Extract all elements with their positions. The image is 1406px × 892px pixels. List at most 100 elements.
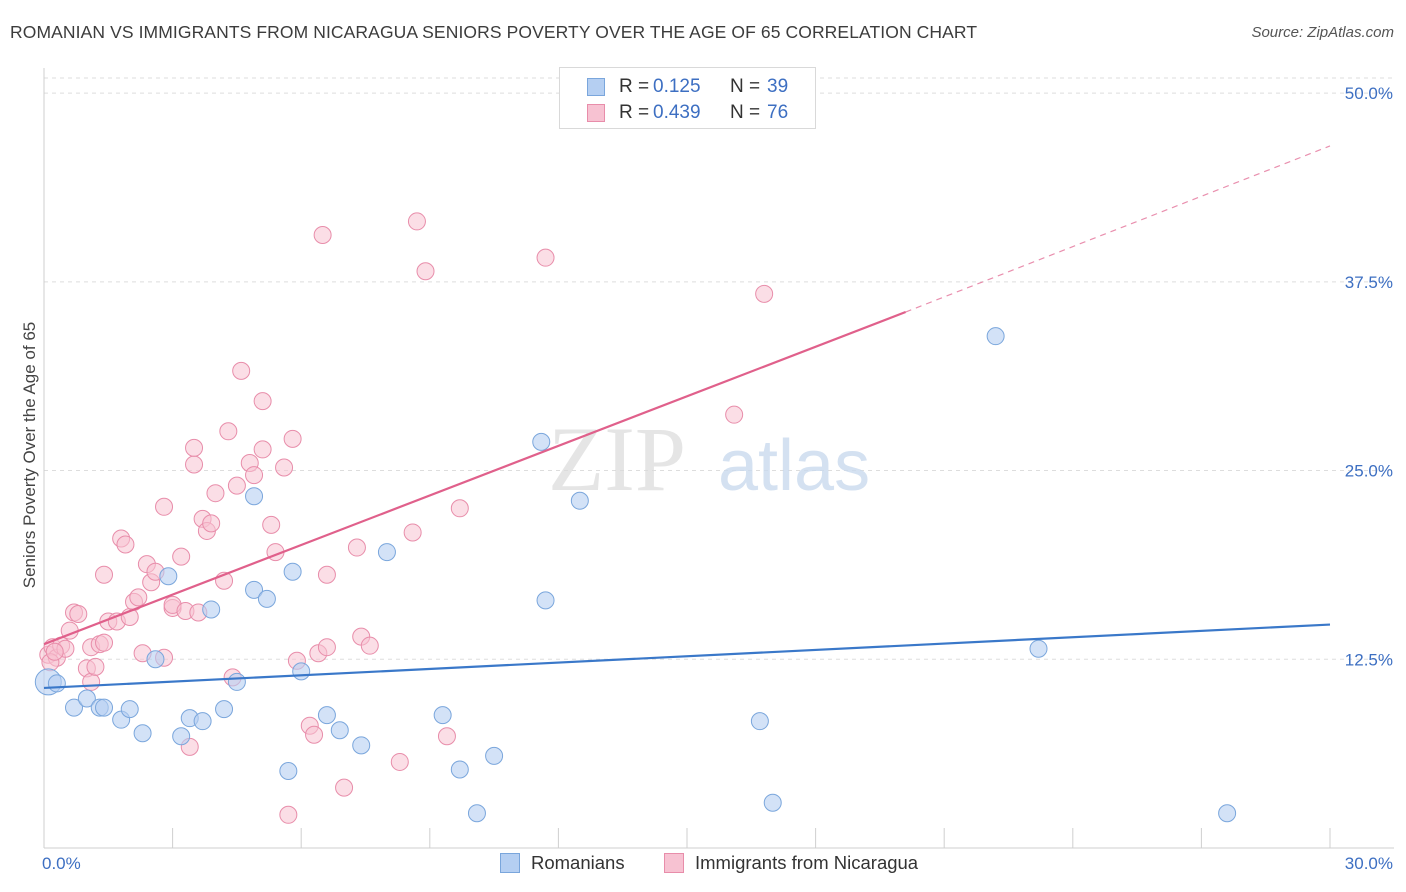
tick-labels: 12.5% 25.0% 37.5% 50.0% 0.0% 30.0% Seniors Pov…	[20, 84, 1393, 873]
data-point-nicaragua	[335, 778, 354, 797]
data-point-nicaragua	[206, 484, 225, 503]
data-point-romanians	[317, 706, 336, 725]
x-tick-label: 0.0%	[42, 854, 81, 873]
data-point-romanians	[120, 700, 139, 719]
data-point-nicaragua	[95, 633, 114, 652]
trend-line-romanians	[43, 623, 1331, 690]
data-point-nicaragua	[232, 361, 251, 380]
data-point-romanians	[283, 562, 302, 581]
axes	[43, 68, 1394, 849]
data-point-nicaragua	[305, 725, 324, 744]
data-point-nicaragua	[155, 497, 174, 516]
data-point-nicaragua	[227, 476, 246, 495]
data-point-nicaragua	[755, 284, 774, 303]
data-point-romanians	[763, 793, 782, 812]
legend-n-label: N =	[730, 102, 761, 123]
data-point-romanians	[1029, 639, 1048, 658]
data-point-nicaragua	[536, 248, 555, 267]
data-point-romanians	[536, 591, 555, 610]
data-point-romanians	[467, 804, 486, 823]
data-point-romanians	[215, 700, 234, 719]
data-point-nicaragua	[69, 604, 88, 623]
y-tick-label: 37.5%	[1345, 273, 1393, 292]
data-point-nicaragua	[262, 515, 281, 534]
correlation-legend: R = 0.125 N = 39 R = 0.439 N = 76	[559, 67, 816, 129]
data-point-romanians	[330, 721, 349, 740]
data-point-nicaragua	[172, 547, 191, 566]
data-point-romanians	[95, 698, 114, 717]
data-point-romanians	[292, 662, 311, 681]
data-point-nicaragua	[275, 458, 294, 477]
watermark-atlas: atlas	[718, 426, 870, 506]
legend-swatch-nicaragua	[587, 104, 605, 122]
chart-source: Source: ZipAtlas.com	[1251, 24, 1394, 41]
data-point-nicaragua	[202, 514, 221, 533]
data-point-romanians	[202, 600, 221, 619]
x-tick-label: 30.0%	[1345, 854, 1393, 873]
y-tick-label: 25.0%	[1345, 462, 1393, 481]
data-point-nicaragua	[317, 565, 336, 584]
data-point-romanians	[257, 589, 276, 608]
data-point-romanians	[245, 487, 264, 506]
data-point-romanians	[193, 712, 212, 731]
legend-swatch-romanians	[500, 853, 520, 873]
data-point-nicaragua	[407, 212, 426, 231]
data-point-romanians	[65, 698, 84, 717]
chart-title: ROMANIAN VS IMMIGRANTS FROM NICARAGUA SE…	[10, 22, 978, 42]
data-point-nicaragua	[403, 523, 422, 542]
data-point-nicaragua	[219, 422, 238, 441]
data-point-romanians	[159, 567, 178, 586]
trend-lines	[43, 145, 1331, 690]
legend-r-value: 0.125	[653, 76, 701, 97]
data-point-romanians	[227, 672, 246, 691]
data-point-nicaragua	[279, 805, 298, 824]
watermark-zip: ZIP	[548, 408, 686, 510]
data-point-romanians	[450, 760, 469, 779]
data-point-nicaragua	[116, 535, 135, 554]
data-point-nicaragua	[725, 405, 744, 424]
data-point-nicaragua	[86, 657, 105, 676]
data-point-romanians	[352, 736, 371, 755]
data-point-romanians	[986, 327, 1005, 346]
data-point-romanians	[570, 491, 589, 510]
data-point-nicaragua	[95, 565, 114, 584]
data-point-romanians	[1218, 804, 1237, 823]
legend-n-value: 39	[767, 76, 789, 97]
data-point-romanians	[750, 712, 769, 731]
data-point-romanians	[77, 689, 96, 708]
legend-n-label: N =	[730, 76, 761, 97]
y-tick-label: 50.0%	[1345, 84, 1393, 103]
data-point-nicaragua	[360, 636, 379, 655]
legend-label-romanians: Romanians	[531, 852, 625, 873]
legend-label-nicaragua: Immigrants from Nicaragua	[695, 852, 919, 873]
y-tick-label: 12.5%	[1345, 650, 1393, 669]
data-point-nicaragua	[185, 455, 204, 474]
data-point-nicaragua	[82, 672, 101, 691]
y-axis-label: Seniors Poverty Over the Age of 65	[20, 322, 39, 588]
data-point-romanians	[245, 580, 264, 599]
data-point-romanians	[279, 762, 298, 780]
data-point-nicaragua	[253, 440, 272, 459]
data-point-nicaragua	[253, 392, 272, 411]
data-point-romanians	[133, 724, 152, 743]
legend-swatch-nicaragua	[664, 853, 684, 873]
legend-r-value: 0.439	[653, 102, 701, 123]
legend-swatch-romanians	[587, 78, 605, 96]
data-point-nicaragua	[185, 438, 204, 457]
data-point-nicaragua	[283, 429, 302, 448]
data-point-nicaragua	[45, 642, 64, 661]
legend-r-label: R =	[619, 76, 650, 97]
data-point-nicaragua	[313, 226, 332, 245]
data-point-nicaragua	[416, 262, 435, 281]
legend-r-label: R =	[619, 102, 650, 123]
data-point-romanians	[433, 706, 452, 725]
data-point-romanians	[485, 746, 504, 765]
data-point-romanians	[377, 543, 396, 562]
data-point-nicaragua	[347, 538, 366, 557]
data-point-nicaragua	[317, 638, 336, 657]
data-point-nicaragua	[390, 752, 409, 771]
watermark: ZIP atlas	[548, 408, 870, 510]
trend-line-nicaragua	[43, 310, 907, 646]
legend-n-value: 76	[767, 102, 789, 123]
